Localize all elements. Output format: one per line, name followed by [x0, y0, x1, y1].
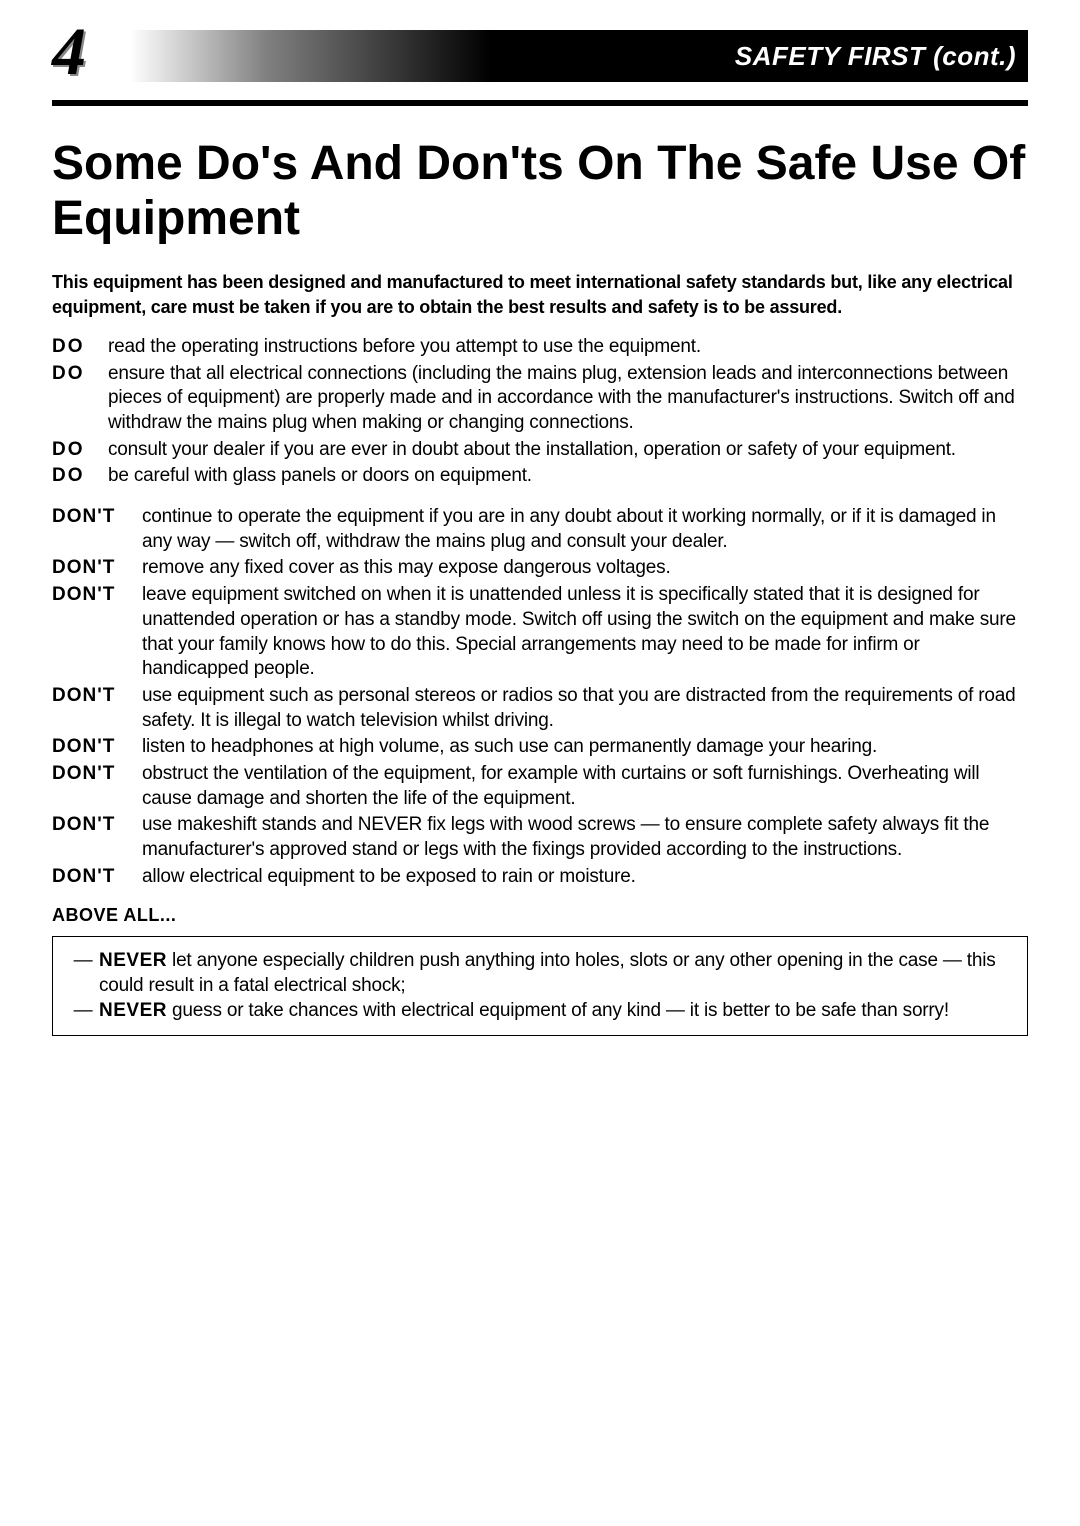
- dont-item: DON'Tleave equipment switched on when it…: [52, 583, 1028, 682]
- dont-label: DON'T: [52, 762, 142, 811]
- dont-label: DON'T: [52, 583, 142, 682]
- do-item: DOread the operating instructions before…: [52, 335, 1028, 360]
- never-text: NEVER let anyone especially children pus…: [99, 949, 1009, 998]
- dont-item: DON'Tremove any fixed cover as this may …: [52, 556, 1028, 581]
- intro-paragraph: This equipment has been designed and man…: [52, 270, 1028, 319]
- do-item: DOconsult your dealer if you are ever in…: [52, 438, 1028, 463]
- dont-label: DON'T: [52, 505, 142, 554]
- dont-item: DON'Tuse makeshift stands and NEVER fix …: [52, 813, 1028, 862]
- header-bar: 4 SAFETY FIRST (cont.): [52, 30, 1028, 82]
- page-number: 4: [52, 17, 103, 85]
- section-title: SAFETY FIRST (cont.): [735, 41, 1028, 72]
- dash-icon: —: [67, 999, 99, 1024]
- do-item: DOensure that all electrical connections…: [52, 362, 1028, 436]
- do-label: DO: [52, 335, 108, 360]
- dont-label: DON'T: [52, 813, 142, 862]
- do-text: consult your dealer if you are ever in d…: [108, 438, 1028, 463]
- dont-item: DON'Tuse equipment such as personal ster…: [52, 684, 1028, 733]
- divider-rule: [52, 100, 1028, 106]
- do-text: be careful with glass panels or doors on…: [108, 464, 1028, 489]
- main-title: Some Do's And Don'ts On The Safe Use Of …: [52, 136, 1028, 246]
- dont-label: DON'T: [52, 556, 142, 581]
- dont-text: allow electrical equipment to be exposed…: [142, 865, 1028, 890]
- dont-item: DON'Tlisten to headphones at high volume…: [52, 735, 1028, 760]
- dont-text: continue to operate the equipment if you…: [142, 505, 1028, 554]
- dont-label: DON'T: [52, 735, 142, 760]
- dont-list: DON'Tcontinue to operate the equipment i…: [52, 505, 1028, 889]
- do-text: ensure that all electrical connections (…: [108, 362, 1028, 436]
- never-box: —NEVER let anyone especially children pu…: [52, 936, 1028, 1036]
- dont-label: DON'T: [52, 865, 142, 890]
- do-label: DO: [52, 464, 108, 489]
- dont-item: DON'Tallow electrical equipment to be ex…: [52, 865, 1028, 890]
- dont-text: leave equipment switched on when it is u…: [142, 583, 1028, 682]
- do-text: read the operating instructions before y…: [108, 335, 1028, 360]
- dont-text: obstruct the ventilation of the equipmen…: [142, 762, 1028, 811]
- dash-icon: —: [67, 949, 99, 998]
- do-label: DO: [52, 362, 108, 436]
- never-item: —NEVER let anyone especially children pu…: [67, 949, 1009, 998]
- never-item: —NEVER guess or take chances with electr…: [67, 999, 1009, 1024]
- dont-text: remove any fixed cover as this may expos…: [142, 556, 1028, 581]
- do-label: DO: [52, 438, 108, 463]
- dont-text: use makeshift stands and NEVER fix legs …: [142, 813, 1028, 862]
- dont-text: listen to headphones at high volume, as …: [142, 735, 1028, 760]
- page-container: 4 SAFETY FIRST (cont.) Some Do's And Don…: [0, 0, 1080, 1088]
- do-list: DOread the operating instructions before…: [52, 335, 1028, 489]
- dont-text: use equipment such as personal stereos o…: [142, 684, 1028, 733]
- never-text: NEVER guess or take chances with electri…: [99, 999, 1009, 1024]
- dont-label: DON'T: [52, 684, 142, 733]
- above-all-label: ABOVE ALL...: [52, 905, 1028, 926]
- dont-item: DON'Tobstruct the ventilation of the equ…: [52, 762, 1028, 811]
- dont-item: DON'Tcontinue to operate the equipment i…: [52, 505, 1028, 554]
- do-item: DObe careful with glass panels or doors …: [52, 464, 1028, 489]
